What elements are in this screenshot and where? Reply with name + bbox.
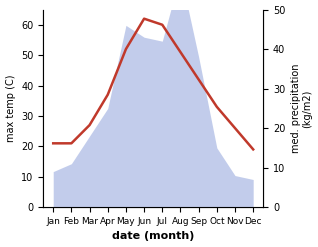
X-axis label: date (month): date (month) [112, 231, 194, 242]
Y-axis label: med. precipitation
(kg/m2): med. precipitation (kg/m2) [291, 64, 313, 153]
Y-axis label: max temp (C): max temp (C) [5, 75, 16, 142]
